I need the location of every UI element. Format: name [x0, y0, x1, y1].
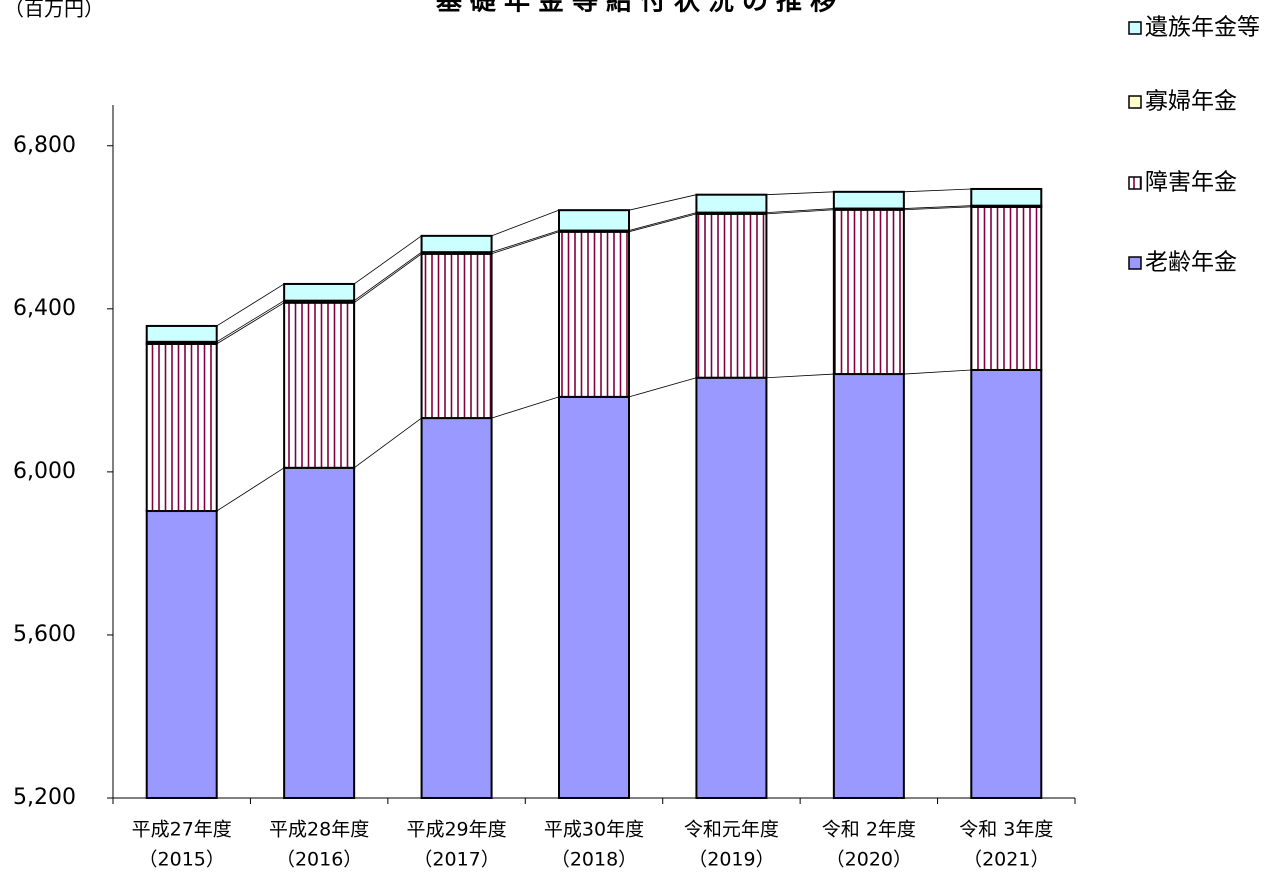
- bar-segment: [970, 205, 1043, 371]
- x-tick-label: （2019）: [688, 849, 774, 871]
- connector-line: [353, 251, 422, 301]
- connector-line: [903, 369, 972, 375]
- connector-line: [353, 235, 422, 285]
- connector-line: [766, 191, 834, 196]
- bar-segment: [832, 208, 905, 376]
- chart-title: 基礎年金等給付状況の推移: [436, 0, 844, 17]
- connector-line: [766, 208, 834, 214]
- x-tick-label: （2017）: [413, 849, 499, 871]
- x-tick-label: 平成29年度: [406, 819, 506, 841]
- x-tick-label: （2021）: [963, 849, 1049, 871]
- connector-line: [216, 302, 285, 345]
- legend-swatch: [1128, 256, 1142, 270]
- legend-swatch: [1128, 176, 1142, 190]
- x-tick-label: （2020）: [826, 849, 912, 871]
- bar-segment: [832, 190, 905, 210]
- x-tick-label: 平成27年度: [132, 819, 232, 841]
- connector-line: [353, 417, 422, 469]
- connector-line: [628, 194, 697, 211]
- connector-line: [766, 209, 834, 215]
- x-tick-label: （2015）: [139, 849, 225, 871]
- y-tick-label: 6,000: [13, 459, 76, 484]
- y-tick-label: 6,800: [13, 133, 76, 158]
- connector-line: [491, 230, 560, 253]
- connector-line: [216, 283, 285, 327]
- connector-line: [628, 377, 697, 398]
- connector-line: [628, 212, 697, 231]
- bar-segment: [145, 510, 218, 799]
- bar-segment: [970, 368, 1043, 799]
- legend-label: 障害年金: [1145, 170, 1237, 196]
- y-tick-label: 6,400: [13, 296, 76, 321]
- connector-line: [491, 231, 560, 255]
- bar-segment: [558, 230, 630, 398]
- legend-label: 遺族年金等: [1145, 15, 1260, 41]
- connector-line: [903, 188, 972, 193]
- legend-label: 老齢年金: [1145, 250, 1237, 276]
- connector-line: [216, 467, 285, 512]
- bar-segment: [420, 234, 493, 254]
- bar-segment: [558, 209, 630, 232]
- bar-segment: [420, 252, 493, 420]
- bar-segment: [558, 395, 630, 799]
- x-tick-label: 平成30年度: [544, 819, 644, 841]
- connector-line: [491, 209, 560, 237]
- legend-swatch: [1128, 95, 1142, 109]
- bar-segment: [145, 324, 218, 343]
- bar-segment: [695, 193, 768, 214]
- bar-segment: [283, 466, 356, 799]
- legend-swatch: [1128, 21, 1142, 35]
- connector-line: [216, 300, 285, 343]
- connector-line: [628, 213, 697, 233]
- bar-segment: [283, 301, 356, 469]
- bar-segment: [695, 212, 768, 379]
- x-tick-label: 平成28年度: [269, 819, 369, 841]
- x-tick-label: （2018）: [551, 849, 637, 871]
- connector-line: [766, 373, 834, 379]
- x-tick-label: 令和 2年度: [822, 819, 916, 841]
- bar-segment: [145, 342, 218, 513]
- connector-line: [903, 206, 972, 211]
- connector-line: [353, 253, 422, 304]
- bar-segment: [695, 376, 768, 799]
- y-tick-label: 5,600: [13, 622, 76, 647]
- x-tick-label: 令和 3年度: [959, 819, 1053, 841]
- y-tick-label: 5,200: [13, 785, 76, 810]
- bar-segment: [832, 373, 905, 799]
- legend-label: 寡婦年金: [1145, 89, 1237, 115]
- bar-segment: [283, 282, 356, 302]
- connector-line: [491, 396, 560, 419]
- bar-segment: [970, 187, 1043, 207]
- x-tick-label: （2016）: [276, 849, 362, 871]
- y-axis-label: （百万円）: [4, 0, 104, 21]
- x-tick-label: 令和元年度: [684, 819, 779, 841]
- connector-line: [903, 205, 972, 209]
- bar-segment: [420, 417, 493, 799]
